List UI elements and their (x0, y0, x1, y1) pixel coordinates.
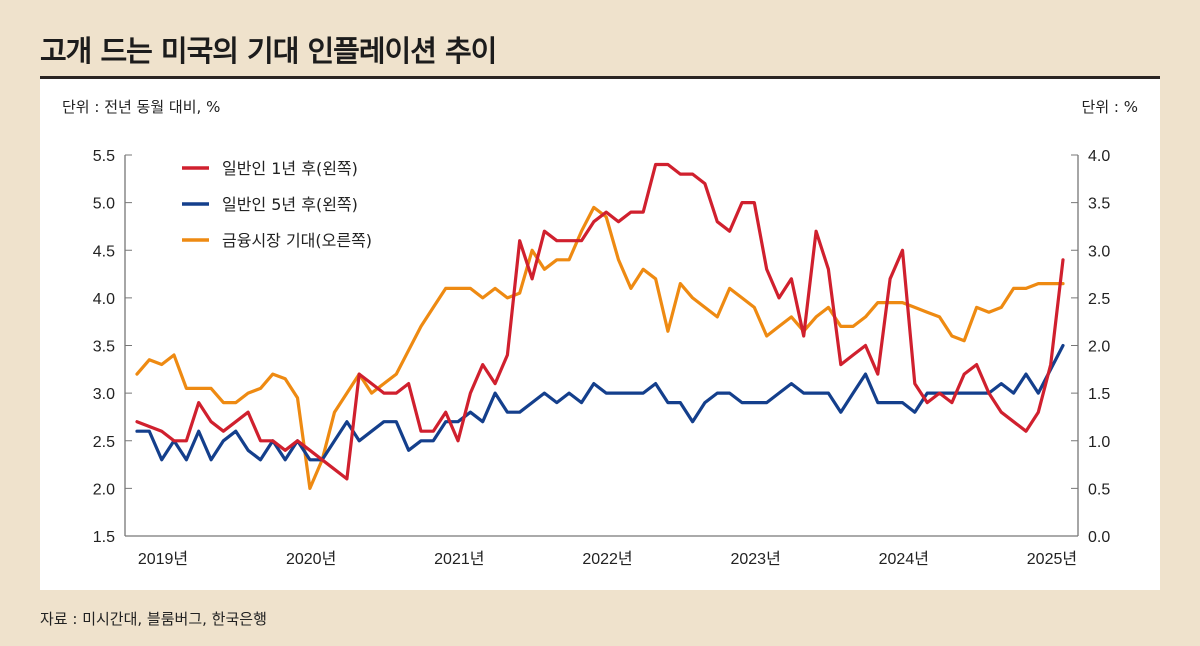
right-tick-label: 2.0 (1088, 339, 1110, 356)
right-unit-label: 단위 : % (1081, 98, 1138, 116)
series-line-0 (135, 162, 1065, 481)
left-tick-label: 1.5 (93, 529, 115, 546)
x-tick-label: 2021년 (434, 550, 484, 568)
left-tick-label: 4.5 (93, 243, 115, 260)
x-tick-label: 2022년 (582, 550, 632, 568)
left-tick-label: 3.5 (93, 339, 115, 356)
x-tick-label: 2019년 (138, 550, 188, 568)
x-tick-label: 2025년 (1027, 550, 1077, 568)
right-tick-label: 1.0 (1088, 434, 1110, 451)
left-unit-label: 단위 : 전년 동월 대비, % (62, 98, 221, 116)
right-tick-label: 2.5 (1088, 291, 1110, 308)
x-tick-label: 2024년 (879, 550, 929, 568)
left-tick-label: 2.5 (93, 434, 115, 451)
right-tick-label: 0.5 (1088, 481, 1110, 498)
legend-label: 일반인 5년 후(왼쪽) (222, 195, 358, 214)
legend-label: 금융시장 기대(오른쪽) (222, 231, 372, 250)
source-note: 자료 : 미시간대, 블룸버그, 한국은행 (40, 610, 267, 628)
left-tick-label: 4.0 (93, 291, 115, 308)
right-tick-label: 1.5 (1088, 386, 1110, 403)
right-tick-label: 4.0 (1088, 148, 1110, 165)
x-tick-label: 2023년 (730, 550, 780, 568)
right-tick-label: 3.0 (1088, 243, 1110, 260)
left-tick-label: 5.5 (93, 148, 115, 165)
right-tick-label: 3.5 (1088, 196, 1110, 213)
left-tick-label: 3.0 (93, 386, 115, 403)
series-line-1 (135, 343, 1065, 462)
title-rule (40, 76, 1160, 79)
chart-title: 고개 드는 미국의 기대 인플레이션 추이 (40, 34, 497, 68)
chart-panel (40, 79, 1160, 590)
left-tick-label: 2.0 (93, 481, 115, 498)
right-tick-label: 0.0 (1088, 529, 1110, 546)
left-tick-label: 5.0 (93, 196, 115, 213)
x-tick-label: 2020년 (286, 550, 336, 568)
legend-label: 일반인 1년 후(왼쪽) (222, 159, 358, 178)
